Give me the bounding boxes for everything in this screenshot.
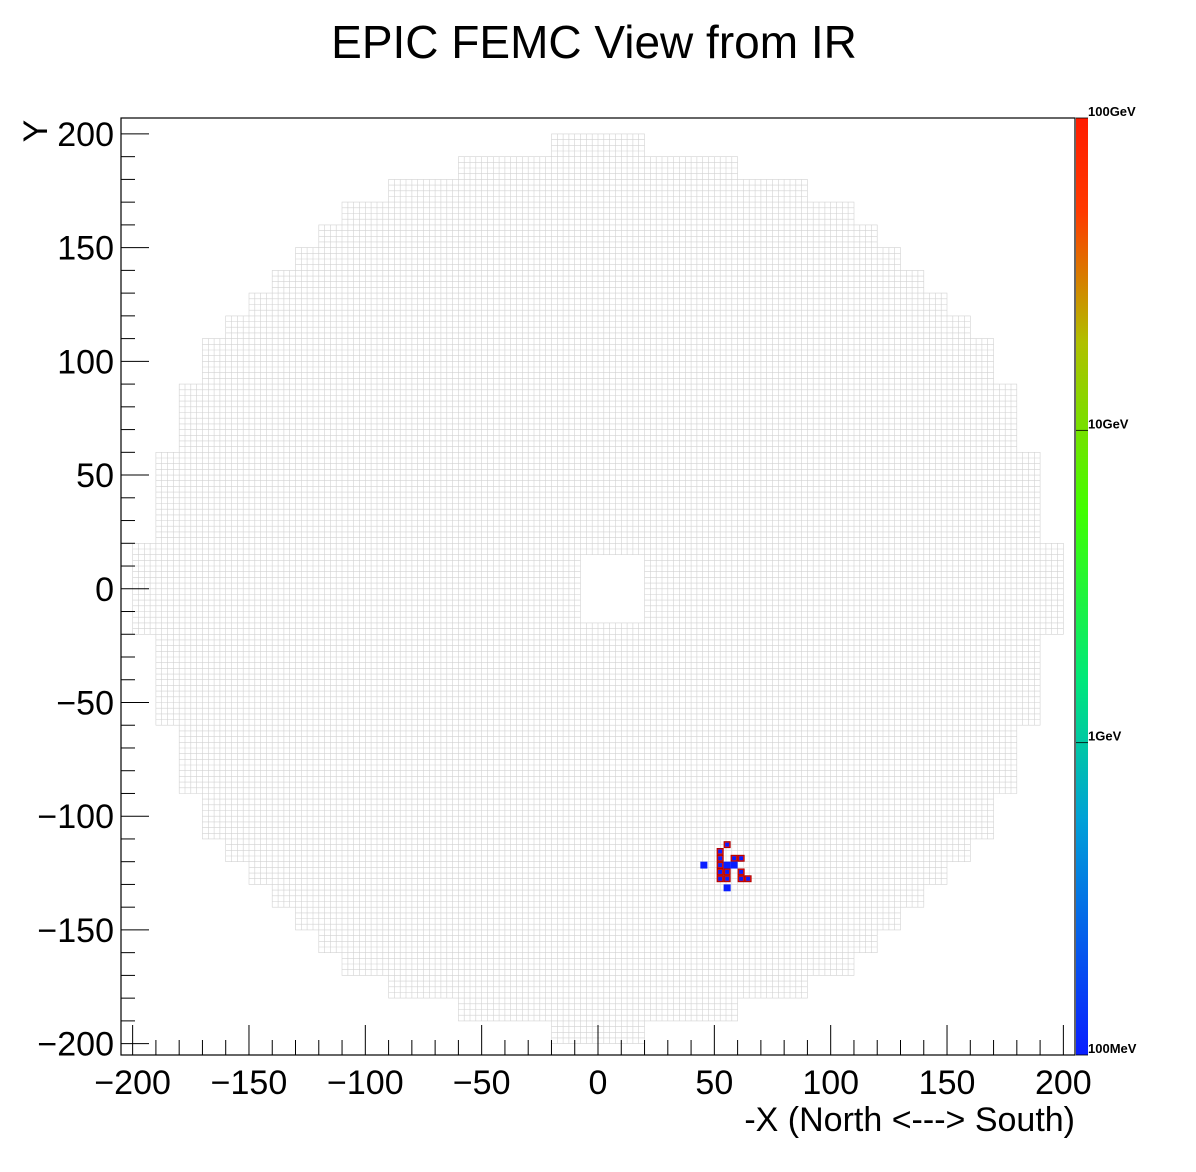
x-axis: −200 −150 −100 −50 0 50 100 150 200 — [94, 1025, 1092, 1102]
colorbar-label: 100MeV — [1088, 1041, 1137, 1056]
hit-core-14 — [739, 876, 744, 881]
energy-hits — [700, 841, 752, 892]
colorbar — [1076, 118, 1088, 1055]
hit-core-9 — [725, 869, 730, 874]
y-tick-label: 50 — [76, 457, 114, 495]
hit-core-8 — [718, 869, 723, 874]
detector-cells — [132, 133, 1064, 1044]
hit-cell-5 — [723, 861, 731, 869]
hit-core-4 — [718, 863, 723, 868]
colorbar-label: 100GeV — [1088, 104, 1136, 119]
hit-core-2 — [725, 842, 730, 847]
x-tick-label: −200 — [94, 1064, 171, 1102]
x-tick-label: 50 — [695, 1064, 733, 1102]
hit-core-7 — [739, 856, 744, 861]
y-tick-label: 100 — [57, 343, 114, 381]
hit-core-1 — [718, 849, 723, 854]
y-tick-label: 200 — [57, 116, 114, 154]
colorbar-label: 10GeV — [1088, 416, 1129, 431]
colorbar-label: 1GeV — [1088, 729, 1122, 744]
hit-cell-16 — [723, 884, 731, 892]
y-tick-label: −50 — [56, 684, 114, 722]
hit-core-11 — [739, 869, 744, 874]
chart-title: EPIC FEMC View from IR — [331, 16, 857, 68]
hit-core-6 — [732, 856, 737, 861]
x-tick-label: 150 — [919, 1064, 976, 1102]
y-tick-label: 150 — [57, 230, 114, 268]
y-tick-label: −100 — [37, 798, 114, 836]
hit-core-12 — [718, 876, 723, 881]
y-axis: −200 −150 −100 −50 0 50 100 150 200 — [37, 116, 149, 1064]
y-tick-label: 0 — [95, 571, 114, 609]
colorbar-labels: 100MeV 1GeV 10GeV 100GeV — [1076, 104, 1137, 1056]
y-tick-label: −200 — [37, 1026, 114, 1064]
x-tick-label: 100 — [802, 1064, 859, 1102]
hit-core-3 — [718, 856, 723, 861]
x-axis-title: -X (North <---> South) — [744, 1101, 1075, 1139]
x-tick-label: 0 — [589, 1064, 608, 1102]
y-axis-title: Y — [17, 120, 55, 143]
x-tick-label: 200 — [1035, 1064, 1092, 1102]
y-tick-label: −150 — [37, 912, 114, 950]
hit-core-15 — [746, 876, 751, 881]
hit-core-13 — [725, 876, 730, 881]
x-tick-label: −150 — [211, 1064, 288, 1102]
detector-cell-grid — [132, 133, 1064, 1044]
hit-cell-0 — [700, 861, 708, 869]
x-tick-label: −100 — [327, 1064, 404, 1102]
hit-cell-10 — [730, 861, 738, 869]
x-tick-label: −50 — [453, 1064, 511, 1102]
